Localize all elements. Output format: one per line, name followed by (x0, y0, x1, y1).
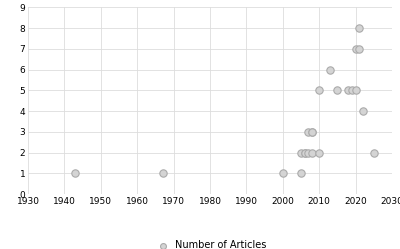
Number of Articles (345, 88, 352, 92)
Number of Articles (280, 172, 286, 176)
Number of Articles (309, 130, 315, 134)
Number of Articles (72, 172, 78, 176)
Number of Articles (356, 47, 362, 51)
Number of Articles (371, 151, 377, 155)
Number of Articles (352, 88, 359, 92)
Number of Articles (298, 172, 304, 176)
Number of Articles (352, 47, 359, 51)
Number of Articles (305, 130, 312, 134)
Number of Articles (360, 109, 366, 113)
Number of Articles (298, 151, 304, 155)
Number of Articles (334, 88, 341, 92)
Number of Articles (327, 68, 333, 72)
Number of Articles (160, 172, 166, 176)
Number of Articles (302, 151, 308, 155)
Number of Articles (309, 151, 315, 155)
Legend: Number of Articles: Number of Articles (154, 240, 266, 249)
Number of Articles (305, 151, 312, 155)
Number of Articles (316, 151, 322, 155)
Number of Articles (356, 26, 362, 30)
Number of Articles (349, 88, 355, 92)
Number of Articles (316, 88, 322, 92)
Number of Articles (309, 130, 315, 134)
Number of Articles (302, 151, 308, 155)
